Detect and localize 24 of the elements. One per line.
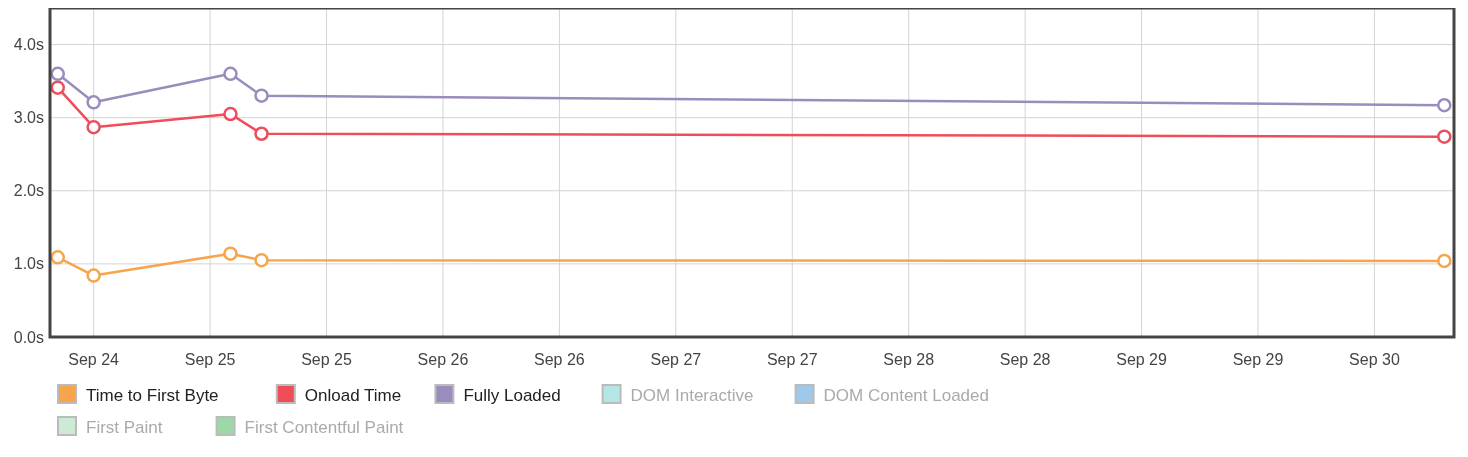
x-tick-label: Sep 28 <box>883 351 935 368</box>
y-tick-label: 2.0s <box>13 182 44 200</box>
x-tick-label: Sep 27 <box>766 351 818 368</box>
legend-label: First Contentful Paint <box>244 417 404 437</box>
y-tick-label: 1.0s <box>13 255 44 273</box>
legend-label: Time to First Byte <box>86 385 219 405</box>
x-tick-label: Sep 27 <box>650 351 702 368</box>
legend-label: Onload Time <box>304 385 402 405</box>
legend-label: First Paint <box>86 417 163 437</box>
x-tick-label: Sep 25 <box>184 351 236 368</box>
legend-label: Fully Loaded <box>463 385 561 405</box>
x-tick-label: Sep 24 <box>68 351 120 368</box>
y-tick-label: 0.0s <box>13 328 44 346</box>
x-tick-label: Sep 30 <box>1349 351 1400 368</box>
legend-label: DOM Interactive <box>630 385 754 405</box>
x-tick-label: Sep 26 <box>534 351 585 368</box>
x-tick-label: Sep 29 <box>1116 351 1168 368</box>
x-tick-label: Sep 26 <box>417 351 469 368</box>
x-tick-label: Sep 29 <box>1232 351 1284 368</box>
y-tick-label: 3.0s <box>13 109 44 127</box>
y-tick-label: 4.0s <box>13 36 44 54</box>
legend-label: DOM Content Loaded <box>823 385 989 405</box>
x-tick-label: Sep 28 <box>999 351 1051 368</box>
x-tick-label: Sep 25 <box>301 351 352 368</box>
